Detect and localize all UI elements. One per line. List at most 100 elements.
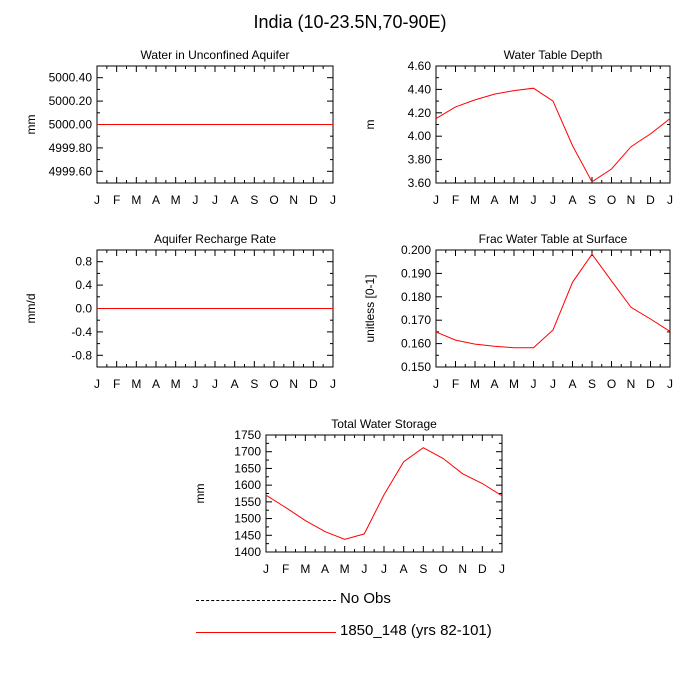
x-tick-label: O [438,562,447,576]
x-tick-label: O [607,193,616,207]
y-tick-label: 0.200 [401,243,431,257]
x-tick-label: A [152,377,160,391]
x-tick-label: J [361,562,367,576]
y-tick-label: 5000.20 [49,94,93,108]
y-axis-label: unitless [0-1] [363,274,377,342]
y-tick-label: 1600 [234,478,261,492]
x-tick-label: D [309,193,318,207]
x-tick-label: J [212,377,218,391]
x-tick-label: J [212,193,218,207]
legend-entry-no-obs: No Obs [196,590,616,610]
x-tick-label: A [568,377,576,391]
x-tick-label: M [131,377,141,391]
x-tick-label: N [458,562,467,576]
y-tick-label: 4.60 [408,59,432,73]
x-tick-label: J [499,562,505,576]
x-tick-label: J [94,193,100,207]
x-tick-label: M [509,193,519,207]
y-tick-label: 1650 [234,461,261,475]
x-tick-label: J [531,377,537,391]
y-tick-label: 0.170 [401,313,431,327]
y-tick-label: 3.80 [408,153,432,167]
x-tick-label: J [433,377,439,391]
y-tick-label: 1750 [234,428,261,442]
y-axis-label: mm/d [24,294,38,324]
y-tick-label: 3.60 [408,176,432,190]
x-tick-label: N [289,377,298,391]
x-tick-label: D [309,377,318,391]
x-tick-label: A [321,562,329,576]
x-tick-label: J [330,377,336,391]
legend-swatch-dashed [196,600,336,601]
y-axis-label: mm [193,484,207,504]
chart-title: Total Water Storage [331,417,437,431]
x-tick-label: F [452,377,459,391]
x-tick-label: F [113,377,120,391]
y-tick-label: 0.4 [75,278,92,292]
y-tick-label: 1500 [234,512,261,526]
x-tick-label: S [250,193,258,207]
x-tick-label: A [231,193,239,207]
y-tick-label: 0.0 [75,302,92,316]
plot-frame [435,249,671,368]
x-tick-label: A [400,562,408,576]
y-tick-label: 0.150 [401,360,431,374]
x-tick-label: S [588,193,596,207]
x-tick-label: N [627,193,636,207]
x-tick-label: M [171,193,181,207]
y-tick-label: 5000.40 [49,71,93,85]
plot-frame [435,65,671,184]
y-tick-label: 1700 [234,445,261,459]
chart-panel-4: Frac Water Table at Surface unitless [0-1… [363,232,673,391]
y-tick-label: 4.20 [408,106,432,120]
x-tick-label: M [171,377,181,391]
chart-title: Aquifer Recharge Rate [154,232,276,246]
x-tick-label: J [550,377,556,391]
x-tick-label: S [250,377,258,391]
x-tick-label: J [667,377,673,391]
legend-entry-1850-148: 1850_148 (yrs 82-101) [196,622,616,642]
y-tick-label: 4.40 [408,82,432,96]
x-tick-label: M [340,562,350,576]
y-tick-label: 1450 [234,528,261,542]
y-tick-label: 0.180 [401,290,431,304]
x-tick-label: A [152,193,160,207]
x-tick-label: O [269,193,278,207]
plot-frame [265,434,503,553]
x-tick-label: M [131,193,141,207]
series-line [435,253,671,349]
y-tick-label: -0.4 [71,325,92,339]
x-tick-label: F [452,193,459,207]
x-tick-label: J [94,377,100,391]
x-tick-label: M [470,193,480,207]
x-tick-label: O [607,377,616,391]
x-tick-label: A [568,193,576,207]
x-tick-label: F [113,193,120,207]
y-tick-label: 4999.80 [49,141,93,155]
y-tick-label: 1550 [234,495,261,509]
x-tick-label: D [646,193,655,207]
x-tick-label: M [509,377,519,391]
x-tick-label: J [550,193,556,207]
y-tick-label: 4999.60 [49,164,93,178]
y-tick-label: 4.00 [408,129,432,143]
y-axis-label: mm [24,115,38,135]
legend-label: No Obs [340,590,391,607]
x-tick-label: J [263,562,269,576]
x-tick-label: S [588,377,596,391]
y-axis-label: m [363,120,377,130]
x-tick-label: S [419,562,427,576]
chart-title: Frac Water Table at Surface [479,232,628,246]
chart-title: Water Table Depth [504,48,603,62]
y-tick-label: 0.190 [401,266,431,280]
x-tick-label: A [490,377,498,391]
x-tick-label: J [531,193,537,207]
x-tick-label: J [330,193,336,207]
x-tick-label: D [478,562,487,576]
y-tick-label: -0.8 [71,348,92,362]
